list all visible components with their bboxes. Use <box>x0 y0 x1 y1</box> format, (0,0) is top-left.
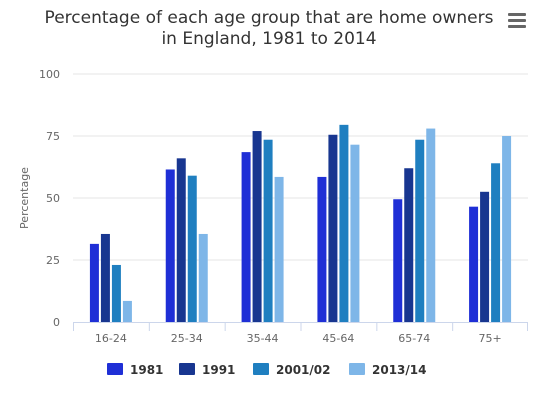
chart-title: Percentage of each age group that are ho… <box>0 8 538 50</box>
y-tick-label: 100 <box>39 68 60 81</box>
bar-2001-02-25-34 <box>187 175 197 322</box>
x-tick-label: 25-34 <box>171 332 203 345</box>
bar-1981-16-24 <box>89 243 99 322</box>
legend-swatch <box>349 363 365 375</box>
legend-label: 1981 <box>130 363 163 377</box>
bar-1981-75+ <box>469 206 479 322</box>
legend-item-1991: 1991 <box>179 363 235 377</box>
legend-label: 2001/02 <box>276 363 330 377</box>
bar-2013-14-65-74 <box>426 128 436 322</box>
legend-swatch <box>253 363 269 375</box>
x-tick-label: 16-24 <box>95 332 127 345</box>
bar-1991-65-74 <box>404 168 414 322</box>
x-tick-label: 45-64 <box>322 332 354 345</box>
bar-1991-25-34 <box>176 158 186 322</box>
bar-2013-14-16-24 <box>122 300 132 322</box>
y-axis-title: Percentage <box>18 167 31 229</box>
legend-swatch <box>107 363 123 375</box>
legend-label: 1991 <box>202 363 235 377</box>
y-tick-label: 50 <box>46 192 60 205</box>
axes: 0 25 50 75 100 Percentage 16-24 25-34 35-44 45-64… <box>18 68 528 345</box>
bar-1991-16-24 <box>100 233 110 322</box>
bar-2013-14-35-44 <box>274 176 284 322</box>
legend-item-2001-02: 2001/02 <box>253 363 330 377</box>
legend-item-1981: 1981 <box>107 363 163 377</box>
legend-swatch <box>179 363 195 375</box>
bar-1981-45-64 <box>317 176 327 322</box>
gridlines <box>73 73 528 261</box>
chart-title-line-1: Percentage of each age group that are ho… <box>44 8 494 28</box>
bar-2013-14-45-64 <box>350 144 360 322</box>
y-tick-label: 75 <box>46 130 60 143</box>
chart-title-line-2: in England, 1981 to 2014 <box>161 29 377 49</box>
bar-2013-14-75+ <box>502 136 512 322</box>
x-tick-label: 75+ <box>478 332 501 345</box>
bar-1991-35-44 <box>252 131 262 322</box>
bar-1991-45-64 <box>328 134 338 322</box>
bar-2001-02-65-74 <box>415 139 425 322</box>
legend: 1981 1991 2001/02 2013/14 <box>107 363 426 377</box>
bar-2001-02-35-44 <box>263 139 273 322</box>
bar-2001-02-75+ <box>491 163 501 322</box>
y-tick-label: 0 <box>53 316 60 329</box>
y-tick-label: 25 <box>46 254 60 267</box>
bar-2001-02-16-24 <box>111 264 121 322</box>
bars <box>89 124 512 322</box>
legend-label: 2013/14 <box>372 363 426 377</box>
hamburger-menu-icon[interactable] <box>507 13 527 31</box>
x-tick-label: 35-44 <box>247 332 279 345</box>
legend-item-2013-14: 2013/14 <box>349 363 426 377</box>
bar-1991-75+ <box>480 191 490 322</box>
bar-2001-02-45-64 <box>339 124 349 322</box>
bar-1981-25-34 <box>165 169 175 322</box>
bar-2013-14-25-34 <box>198 233 208 322</box>
bar-1981-65-74 <box>393 199 403 322</box>
bar-1981-35-44 <box>241 152 251 322</box>
x-tick-label: 65-74 <box>398 332 430 345</box>
